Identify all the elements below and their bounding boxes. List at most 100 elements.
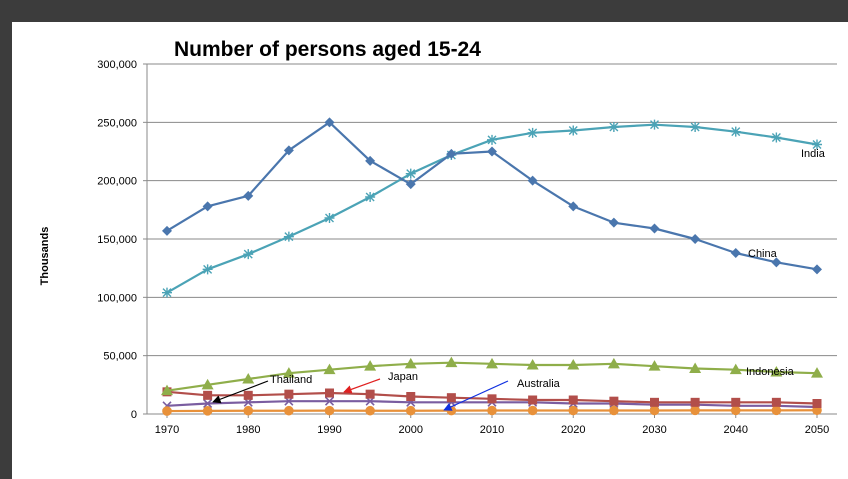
y-tick-label: 300,000 — [97, 59, 137, 71]
data-point — [526, 359, 539, 370]
data-point — [609, 396, 619, 406]
data-point — [731, 397, 741, 407]
data-point — [162, 225, 172, 236]
data-point — [405, 179, 416, 190]
series-japan — [162, 387, 822, 408]
data-point — [404, 357, 417, 369]
data-point — [771, 257, 782, 268]
data-point — [812, 139, 822, 150]
x-tick-label: 2020 — [561, 424, 585, 436]
y-axis-label: Thousands — [39, 227, 51, 286]
x-tick-label: 1990 — [317, 424, 341, 436]
annotation-label-thailand: Thailand — [270, 374, 312, 386]
y-tick-label: 100,000 — [97, 292, 137, 304]
series-group — [161, 117, 823, 416]
annotation-label-japan: Japan — [388, 371, 418, 383]
data-point — [203, 390, 213, 400]
data-point — [324, 117, 335, 128]
data-point — [811, 367, 823, 378]
annotation-arrow — [212, 380, 269, 404]
data-point — [243, 249, 254, 260]
data-point — [283, 145, 294, 156]
data-point — [283, 231, 294, 242]
annotation-label-india: India — [801, 148, 826, 160]
series-australia — [162, 405, 822, 416]
data-point — [243, 405, 254, 416]
data-point — [730, 126, 741, 137]
x-tick-label: 2030 — [642, 424, 666, 436]
data-point — [446, 148, 457, 159]
data-point — [203, 398, 213, 409]
data-point — [364, 360, 377, 371]
data-point — [527, 127, 538, 138]
data-point — [325, 388, 334, 398]
data-point — [201, 378, 214, 390]
annotation-label-australia: Australia — [517, 378, 561, 390]
data-point — [648, 360, 661, 371]
data-point — [243, 190, 254, 201]
data-point — [730, 405, 741, 416]
annotation-arrow — [343, 378, 381, 394]
data-point — [649, 405, 660, 416]
data-point — [771, 132, 782, 143]
data-point — [690, 234, 701, 244]
y-tick-label: 150,000 — [97, 234, 137, 246]
data-point — [527, 405, 538, 416]
data-point — [812, 264, 822, 275]
data-point — [161, 384, 173, 396]
x-tick-label: 2040 — [724, 424, 748, 436]
data-point — [487, 405, 497, 416]
data-point — [690, 405, 700, 416]
data-point — [324, 405, 335, 416]
data-point — [689, 362, 702, 373]
data-point — [406, 392, 416, 401]
x-tick-labels: 1970 1980 1990 2000 2010 2020 2030 2040 2050 — [155, 424, 829, 436]
data-point — [324, 396, 335, 406]
data-point — [487, 146, 497, 157]
data-point — [284, 405, 294, 416]
data-point — [365, 192, 376, 202]
series-china — [162, 117, 822, 275]
annotation-arrow — [443, 380, 509, 411]
y-tick-label: 250,000 — [97, 117, 137, 129]
data-point — [445, 356, 458, 368]
x-tick-label: 2000 — [399, 424, 423, 436]
data-point — [405, 405, 416, 416]
data-point — [323, 363, 336, 375]
chart-title: Number of persons aged 15-24 — [174, 38, 481, 61]
data-point — [567, 359, 580, 370]
data-point — [487, 394, 497, 404]
data-point — [324, 213, 335, 223]
data-point — [487, 134, 497, 145]
grid-lines — [147, 63, 837, 357]
data-point — [568, 405, 579, 416]
data-point — [771, 397, 781, 407]
y-tick-labels: 0 50,000 100,000 150,000 200,000 250,000 300,0… — [97, 59, 137, 421]
data-point — [162, 287, 172, 298]
y-tick-label: 0 — [131, 409, 137, 421]
data-point — [608, 122, 619, 132]
y-tick-label: 200,000 — [97, 176, 137, 188]
data-point — [771, 405, 782, 416]
data-point — [202, 406, 213, 416]
data-point — [202, 201, 213, 212]
data-point — [729, 363, 742, 375]
x-tick-label: 1980 — [236, 424, 260, 436]
data-point — [486, 357, 498, 369]
data-point — [650, 397, 659, 407]
data-point — [607, 357, 620, 369]
data-point — [405, 168, 416, 179]
data-point — [609, 405, 619, 416]
data-point — [365, 405, 375, 416]
series-indonesia — [161, 356, 823, 396]
data-point — [690, 122, 701, 132]
data-point — [162, 406, 172, 416]
series-india — [162, 119, 822, 298]
x-tick-label: 2050 — [805, 424, 829, 436]
data-point — [812, 399, 822, 408]
data-point — [446, 393, 456, 403]
data-point — [527, 175, 538, 186]
data-point — [690, 397, 700, 407]
